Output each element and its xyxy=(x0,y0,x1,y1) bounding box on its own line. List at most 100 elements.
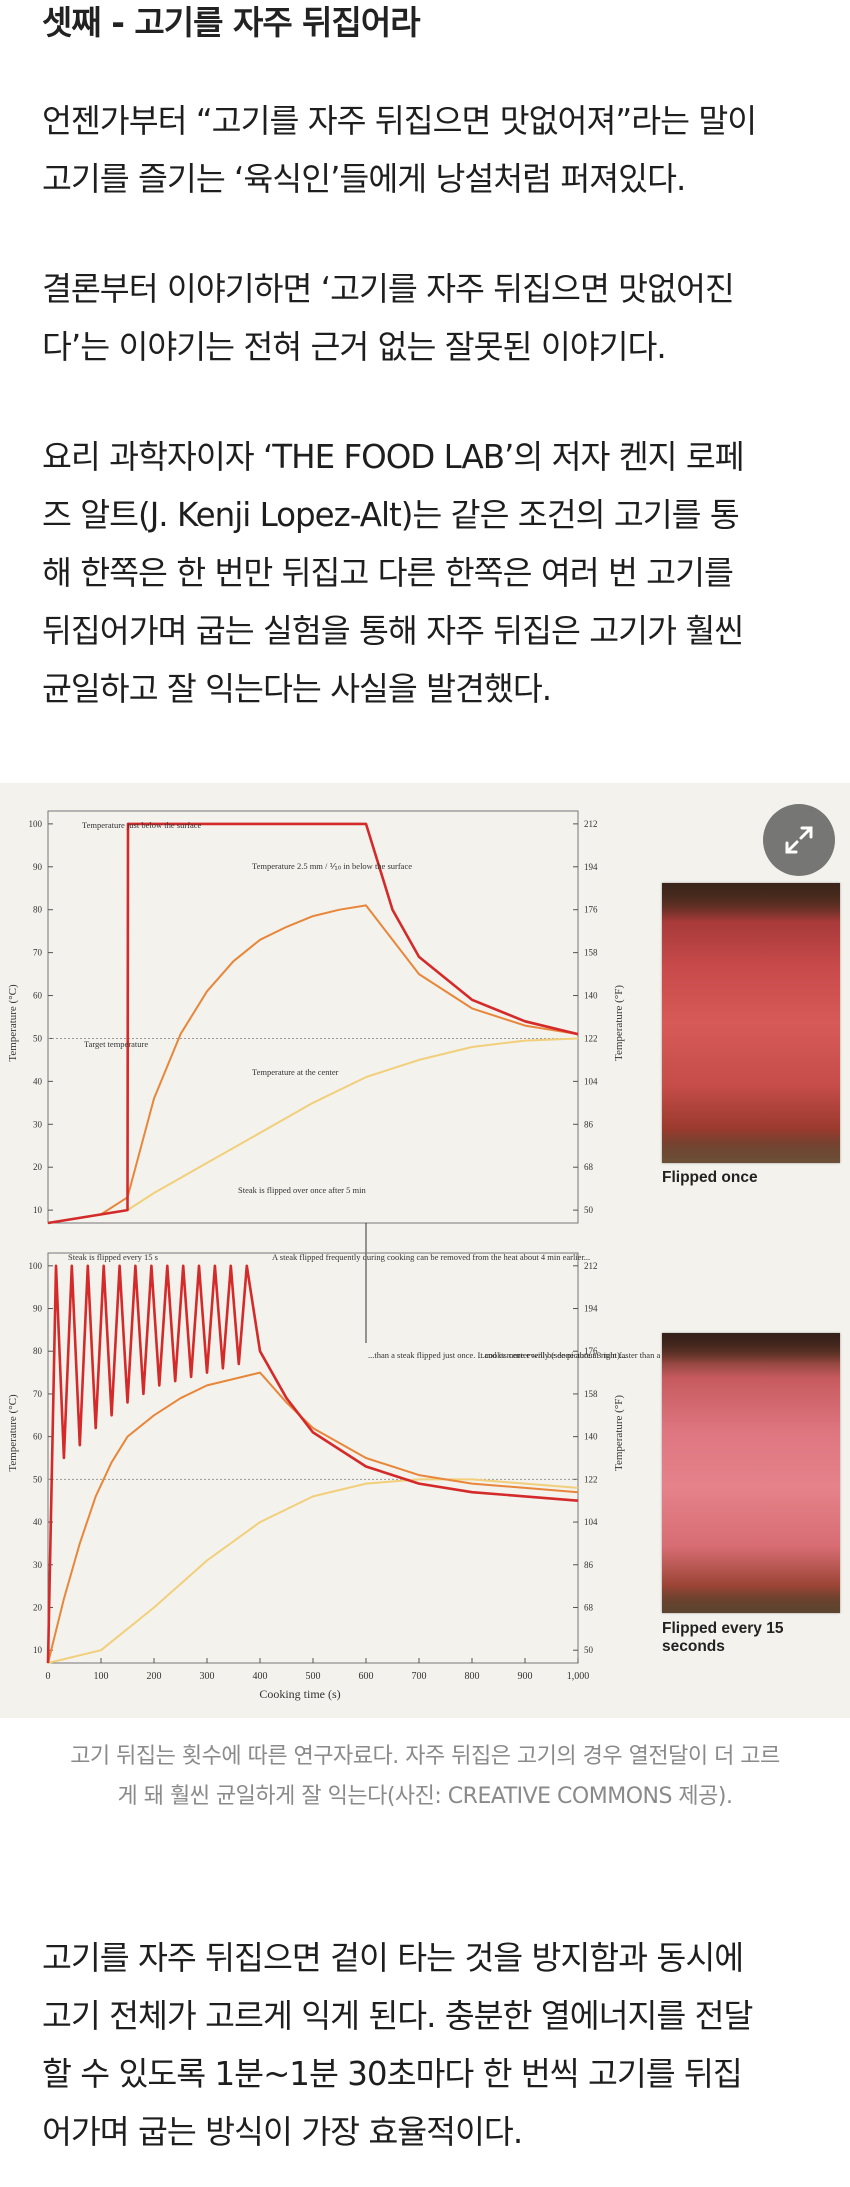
annotation-cooks-evenly: ...than a steak flipped just once. It co… xyxy=(368,1350,626,1360)
text-line: 뒤집어가며 굽는 실험을 통해 자주 뒤집은 고기가 훨씬 xyxy=(42,612,744,650)
y-tick-label-right: 122 xyxy=(584,1033,598,1043)
annotation-target: Target temperature xyxy=(84,1039,148,1049)
y-axis-right-label-top: Temperature (°F) xyxy=(613,985,625,1061)
y-tick-label: 10 xyxy=(33,1205,43,1215)
steak-photo-flipped-often xyxy=(662,1333,840,1613)
x-tick-label: 200 xyxy=(147,1671,162,1682)
text-line: 균일하고 잘 익는다는 사실을 발견했다. xyxy=(42,670,552,708)
y-tick-label-right: 140 xyxy=(584,1432,598,1442)
y-axis-label-bottom: Temperature (°C) xyxy=(7,1394,19,1472)
y-tick-label: 90 xyxy=(33,1304,43,1314)
y-tick-label: 30 xyxy=(33,1560,43,1570)
text-line: 다’는 이야기는 전혀 근거 없는 잘못된 이야기다. xyxy=(42,328,667,366)
experiment-paragraph: 요리 과학자이자 ‘THE FOOD LAB’의 저자 켄지 로페 즈 알트(J… xyxy=(42,428,822,718)
x-tick-label: 700 xyxy=(412,1671,427,1682)
text-line: 언젠가부터 “고기를 자주 뒤집으면 맛없어져”라는 말이 xyxy=(42,102,757,140)
y-tick-label-right: 50 xyxy=(584,1205,594,1215)
y-tick-label: 50 xyxy=(33,1033,43,1043)
text-line: 결론부터 이야기하면 ‘고기를 자주 뒤집으면 맛없어진 xyxy=(42,270,735,308)
y-tick-label: 60 xyxy=(33,1432,43,1442)
y-tick-label-right: 140 xyxy=(584,991,598,1001)
y-tick-label: 50 xyxy=(33,1474,43,1484)
x-tick-label: 800 xyxy=(465,1671,480,1682)
x-tick-label: 500 xyxy=(306,1671,321,1682)
annotation-center: Temperature at the center xyxy=(252,1067,339,1077)
series-line-0 xyxy=(46,1264,579,1664)
annotation-surface: Temperature just below the surface xyxy=(82,820,202,830)
text-line: 즈 알트(J. Kenji Lopez-Alt)는 같은 조건의 고기를 통 xyxy=(42,496,740,534)
y-tick-label-right: 50 xyxy=(584,1645,594,1655)
y-tick-label-right: 68 xyxy=(584,1602,594,1612)
annotation-below-surface: Temperature 2.5 mm / ⅒ in below the surf… xyxy=(252,861,412,871)
text-line: 요리 과학자이자 ‘THE FOOD LAB’의 저자 켄지 로페 xyxy=(42,438,745,476)
text-line: 고기를 즐기는 ‘육식인’들에게 낭설처럼 퍼져있다. xyxy=(42,160,686,198)
y-tick-label-right: 212 xyxy=(584,819,598,829)
expand-image-button[interactable] xyxy=(763,804,835,876)
y-tick-label: 40 xyxy=(33,1076,43,1086)
photo-label-flipped-often: Flipped every 15 seconds xyxy=(662,1620,784,1655)
text-line: 할 수 있도록 1분~1분 30초마다 한 번씩 고기를 뒤집 xyxy=(42,2055,743,2093)
y-tick-label: 40 xyxy=(33,1517,43,1527)
x-tick-label: 400 xyxy=(253,1671,268,1682)
x-tick-label: 600 xyxy=(359,1671,374,1682)
x-tick-label: 900 xyxy=(518,1671,533,1682)
figure-image[interactable]: 10 50 20 68 30 86 40 104 50 122 60 140 70 158 80 176 90 1… xyxy=(0,783,850,1718)
caption-line: 고기 뒤집는 횟수에 따른 연구자료다. 자주 뒤집은 고기의 경우 열전달이 … xyxy=(70,1744,780,1769)
series-line-2 xyxy=(47,1037,579,1224)
y-tick-label-right: 176 xyxy=(584,1346,598,1356)
figure-caption: 고기 뒤집는 횟수에 따른 연구자료다. 자주 뒤집은 고기의 경우 열전달이 … xyxy=(40,1737,810,1817)
y-tick-label: 70 xyxy=(33,948,43,958)
x-tick-label: 1,000 xyxy=(567,1671,590,1682)
text-line: 고기 전체가 고르게 익게 된다. 충분한 열에너지를 전달 xyxy=(42,1997,753,2035)
expand-arrows-icon xyxy=(785,826,813,854)
y-tick-label: 80 xyxy=(33,1346,43,1356)
y-tick-label: 20 xyxy=(33,1162,43,1172)
x-axis-label: Cooking time (s) xyxy=(259,1687,340,1701)
x-tick-label: 0 xyxy=(46,1671,51,1682)
y-tick-label-right: 122 xyxy=(584,1474,598,1484)
steak-photo-flipped-once xyxy=(662,883,840,1163)
y-tick-label: 100 xyxy=(29,1261,43,1271)
closing-paragraph: 고기를 자주 뒤집으면 겉이 타는 것을 방지함과 동시에 고기 전체가 고르게… xyxy=(42,1929,822,2161)
y-tick-label-right: 104 xyxy=(584,1076,598,1086)
conclusion-paragraph: 결론부터 이야기하면 ‘고기를 자주 뒤집으면 맛없어진 다’는 이야기는 전혀… xyxy=(42,260,822,376)
x-tick-label: 300 xyxy=(200,1671,215,1682)
plot-frame xyxy=(47,810,579,1224)
y-axis-label-top: Temperature (°C) xyxy=(7,984,19,1062)
y-tick-label: 70 xyxy=(33,1389,43,1399)
y-tick-label-right: 158 xyxy=(584,1389,598,1399)
temperature-chart: 10 50 20 68 30 86 40 104 50 122 60 140 70 158 80 176 90 1… xyxy=(7,810,739,1701)
text-line: 해 한쪽은 한 번만 뒤집고 다른 한쪽은 여러 번 고기를 xyxy=(42,554,734,592)
series-line-1 xyxy=(47,904,579,1224)
annotations-top: Temperature just below the surface Tempe… xyxy=(82,820,412,1195)
chart-flipped-every-15s: 10 50 20 68 30 86 40 104 50 122 60 140 70 158 80 176 90 1… xyxy=(29,1252,598,1682)
series-line-2 xyxy=(47,1478,579,1664)
series-line-1 xyxy=(47,1371,579,1664)
annotation-flip-15s: Steak is flipped every 15 s xyxy=(68,1252,158,1262)
y-tick-label: 20 xyxy=(33,1602,43,1612)
caption-line: 게 돼 훨씬 균일하게 잘 익는다(사진: CREATIVE COMMONS 제… xyxy=(117,1784,733,1809)
y-tick-label-right: 68 xyxy=(584,1162,594,1172)
plot-frame xyxy=(47,1252,579,1664)
x-tick-label: 100 xyxy=(94,1671,109,1682)
y-tick-label-right: 194 xyxy=(584,862,598,872)
y-tick-label: 60 xyxy=(33,991,43,1001)
y-tick-label-right: 104 xyxy=(584,1517,598,1527)
section-heading: 셋째 - 고기를 자주 뒤집어라 xyxy=(42,3,421,42)
y-tick-label: 90 xyxy=(33,862,43,872)
annotations-bottom: Steak is flipped every 15 s A steak flip… xyxy=(68,1252,739,1360)
y-tick-label-right: 176 xyxy=(584,905,598,915)
chart-flipped-once: 10 50 20 68 30 86 40 104 50 122 60 140 70 158 80 176 90 1… xyxy=(29,810,598,1343)
y-axis-right-label-bottom: Temperature (°F) xyxy=(613,1395,625,1471)
annotation-flip-once: Steak is flipped over once after 5 min xyxy=(238,1185,366,1195)
y-tick-label: 10 xyxy=(33,1645,43,1655)
y-tick-label-right: 158 xyxy=(584,948,598,958)
y-tick-label-right: 212 xyxy=(584,1261,598,1271)
annotation-center-faster: ...and its center will be done about 3 m… xyxy=(478,1350,739,1360)
intro-paragraph: 언젠가부터 “고기를 자주 뒤집으면 맛없어져”라는 말이 고기를 즐기는 ‘육… xyxy=(42,92,822,208)
text-line: 어가며 굽는 방식이 가장 효율적이다. xyxy=(42,2113,523,2151)
text-line: 고기를 자주 뒤집으면 겉이 타는 것을 방지함과 동시에 xyxy=(42,1939,744,1977)
photo-label-flipped-once: Flipped once xyxy=(662,1169,758,1186)
y-tick-label: 80 xyxy=(33,905,43,915)
y-tick-label-right: 86 xyxy=(584,1119,594,1129)
